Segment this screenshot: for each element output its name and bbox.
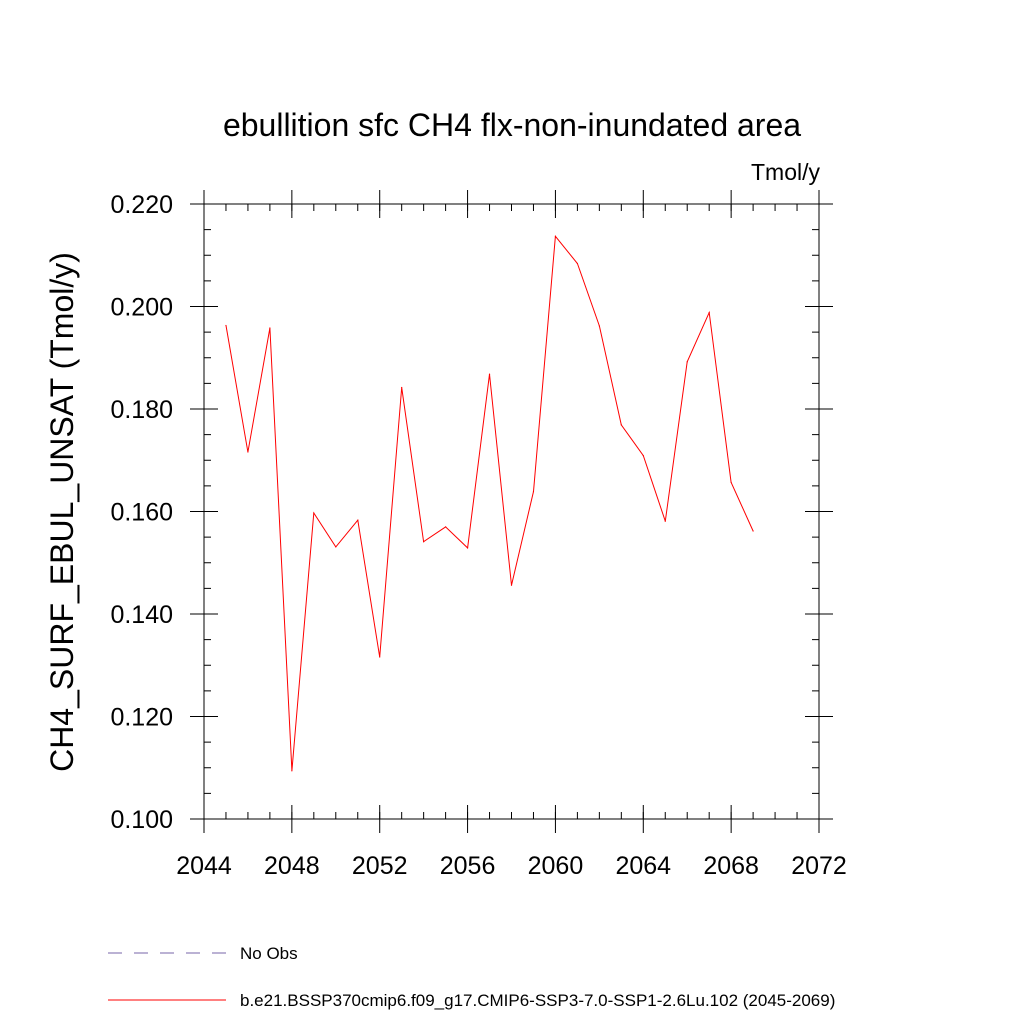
series-layer — [225, 235, 754, 772]
data-point — [598, 325, 600, 327]
major-ticks — [190, 190, 833, 833]
x-tick-label: 2048 — [264, 852, 320, 880]
data-point — [379, 656, 381, 658]
data-point — [642, 455, 644, 457]
x-tick-label: 2060 — [528, 852, 584, 880]
data-point — [554, 235, 557, 237]
legend: No Obs b.e21.BSSP370cmip6.f09_g17.CMIP6-S… — [108, 944, 835, 1010]
data-point — [466, 547, 469, 549]
data-point — [532, 490, 535, 493]
units-label: Tmol/y — [751, 159, 821, 185]
plot-frame — [203, 203, 820, 820]
data-point — [269, 327, 271, 329]
data-point — [620, 424, 622, 426]
data-point — [686, 361, 688, 363]
data-point — [357, 519, 359, 521]
data-point — [708, 312, 710, 314]
data-point — [488, 373, 491, 375]
legend-label: No Obs — [240, 944, 298, 963]
minor-ticks — [203, 203, 820, 820]
data-point — [335, 546, 337, 548]
series-line — [225, 235, 754, 771]
data-point — [664, 520, 666, 522]
x-tick-label: 2068 — [703, 852, 759, 880]
x-tick-label: 2056 — [440, 852, 496, 880]
data-point — [225, 324, 227, 327]
x-tick-labels: 2044 2048 2052 2056 2060 2064 2068 2072 — [176, 852, 847, 880]
data-point — [423, 541, 425, 543]
chart-title: ebullition sfc CH4 flx-non-inundated are… — [223, 107, 801, 143]
data-point — [730, 481, 732, 483]
data-point — [752, 530, 754, 532]
data-point — [247, 451, 249, 453]
x-tick-label: 2072 — [791, 852, 847, 880]
y-tick-label: 0.180 — [110, 396, 173, 424]
y-axis-label: CH4_SURF_EBUL_UNSAT (Tmol/y) — [44, 252, 80, 772]
y-tick-label: 0.140 — [110, 601, 173, 629]
data-point — [313, 512, 315, 514]
x-tick-label: 2044 — [176, 852, 232, 880]
legend-label: b.e21.BSSP370cmip6.f09_g17.CMIP6-SSP3-7.… — [240, 991, 835, 1010]
data-point — [510, 584, 513, 586]
x-tick-label: 2064 — [615, 852, 671, 880]
x-tick-label: 2052 — [352, 852, 408, 880]
y-tick-label: 0.220 — [110, 191, 173, 219]
y-tick-label: 0.160 — [110, 499, 173, 527]
data-point — [291, 770, 293, 772]
data-point — [401, 386, 403, 389]
data-point — [576, 262, 578, 265]
y-tick-label: 0.100 — [110, 806, 173, 834]
y-tick-labels: 0.100 0.120 0.140 0.160 0.180 0.200 0.220 — [110, 191, 173, 834]
data-point — [445, 526, 447, 528]
y-tick-label: 0.200 — [110, 294, 173, 322]
y-tick-label: 0.120 — [110, 704, 173, 732]
